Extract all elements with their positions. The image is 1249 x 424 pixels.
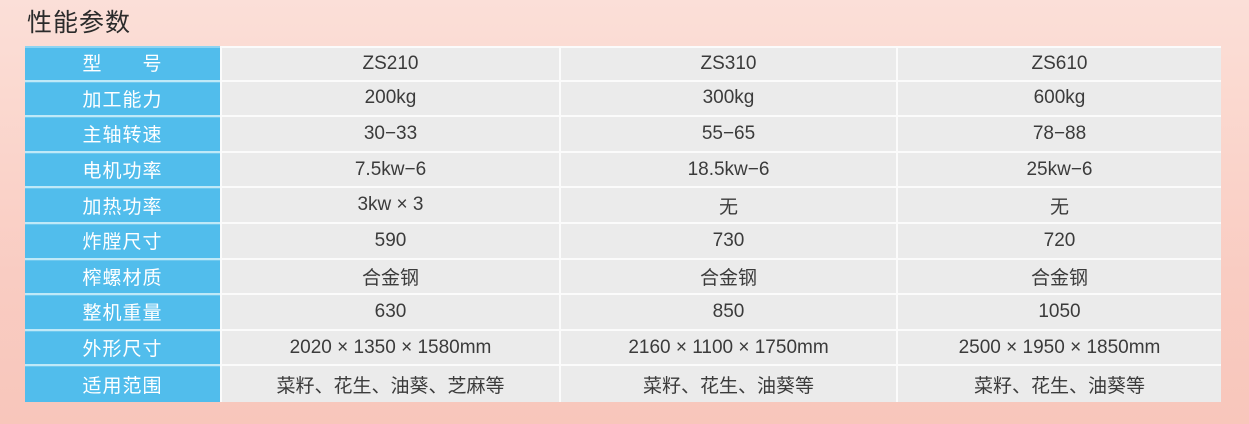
row-label-heating-power: 加热功率 [25,188,220,224]
cell-chamber-size-zs210: 590 [220,223,559,260]
cell-application-range-zs210: 菜籽、花生、油葵、芝麻等 [220,366,559,402]
row-label-application-range: 适用范围 [25,366,220,402]
row-label-dimensions: 外形尺寸 [25,330,220,367]
table-row: 整机重量 630 850 1050 [25,295,1221,331]
cell-screw-material-zs210: 合金钢 [220,259,559,296]
row-label-machine-weight: 整机重量 [25,295,220,331]
cell-model-zs210: ZS210 [220,46,559,82]
cell-dimensions-zs210: 2020 × 1350 × 1580mm [220,330,559,367]
row-label-chamber-size: 炸膛尺寸 [25,223,220,260]
cell-capacity-zs210: 200kg [220,81,559,118]
cell-capacity-zs310: 300kg [559,81,896,118]
table-row: 炸膛尺寸 590 730 720 [25,223,1221,260]
row-label-capacity: 加工能力 [25,81,220,118]
table-row: 型 号 ZS210 ZS310 ZS610 [25,46,1221,82]
performance-parameters-table: 型 号 ZS210 ZS310 ZS610 加工能力 200kg 300kg 6… [25,46,1221,402]
cell-motor-power-zs210: 7.5kw−6 [220,152,559,189]
cell-spindle-speed-zs610: 78−88 [896,117,1221,153]
cell-motor-power-zs310: 18.5kw−6 [559,152,896,189]
cell-model-zs610: ZS610 [896,46,1221,82]
table-row: 外形尺寸 2020 × 1350 × 1580mm 2160 × 1100 × … [25,330,1221,367]
cell-application-range-zs610: 菜籽、花生、油葵等 [896,366,1221,402]
table-row: 适用范围 菜籽、花生、油葵、芝麻等 菜籽、花生、油葵等 菜籽、花生、油葵等 [25,366,1221,402]
cell-heating-power-zs210: 3kw × 3 [220,188,559,224]
cell-machine-weight-zs310: 850 [559,295,896,331]
table-body: 型 号 ZS210 ZS310 ZS610 加工能力 200kg 300kg 6… [25,46,1221,402]
table-row: 主轴转速 30−33 55−65 78−88 [25,117,1221,153]
cell-screw-material-zs610: 合金钢 [896,259,1221,296]
cell-chamber-size-zs310: 730 [559,223,896,260]
cell-application-range-zs310: 菜籽、花生、油葵等 [559,366,896,402]
cell-heating-power-zs310: 无 [559,188,896,224]
table-row: 加热功率 3kw × 3 无 无 [25,188,1221,224]
page-title: 性能参数 [27,9,132,37]
cell-machine-weight-zs610: 1050 [896,295,1221,331]
row-label-screw-material: 榨螺材质 [25,259,220,296]
cell-dimensions-zs310: 2160 × 1100 × 1750mm [559,330,896,367]
cell-model-zs310: ZS310 [559,46,896,82]
cell-spindle-speed-zs210: 30−33 [220,117,559,153]
cell-capacity-zs610: 600kg [896,81,1221,118]
cell-spindle-speed-zs310: 55−65 [559,117,896,153]
table-row: 榨螺材质 合金钢 合金钢 合金钢 [25,259,1221,296]
table-row: 电机功率 7.5kw−6 18.5kw−6 25kw−6 [25,152,1221,189]
row-label-motor-power: 电机功率 [25,152,220,189]
cell-machine-weight-zs210: 630 [220,295,559,331]
table-row: 加工能力 200kg 300kg 600kg [25,81,1221,118]
row-label-spindle-speed: 主轴转速 [25,117,220,153]
cell-screw-material-zs310: 合金钢 [559,259,896,296]
cell-dimensions-zs610: 2500 × 1950 × 1850mm [896,330,1221,367]
row-label-model: 型 号 [25,46,220,82]
cell-motor-power-zs610: 25kw−6 [896,152,1221,189]
cell-chamber-size-zs610: 720 [896,223,1221,260]
cell-heating-power-zs610: 无 [896,188,1221,224]
